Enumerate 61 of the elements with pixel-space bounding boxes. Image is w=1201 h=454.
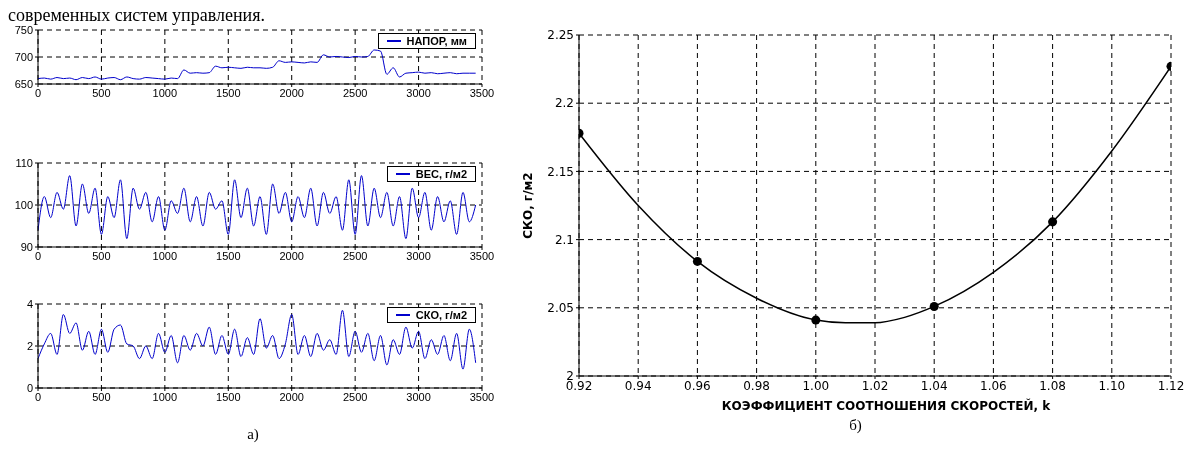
x-tick-label: 1.00 xyxy=(802,378,830,393)
x-tick-label: 1.04 xyxy=(920,378,948,393)
point xyxy=(1048,217,1058,227)
x-tick-label: 3500 xyxy=(469,390,495,403)
x-tick-label: 1.12 xyxy=(1157,378,1185,393)
y-tick-label: 2.05 xyxy=(547,301,574,316)
line-series xyxy=(38,309,477,370)
x-tick-label: 2000 xyxy=(279,390,304,403)
y-tick-label: 2.25 xyxy=(547,28,574,43)
x-tick-label: 1500 xyxy=(216,390,241,403)
x-tick-label: 500 xyxy=(92,390,111,403)
legend-label: СКО, г/м2 xyxy=(415,309,467,321)
x-tick-label: 1000 xyxy=(152,390,178,403)
legend-label: ВЕС, г/м2 xyxy=(415,168,467,180)
x-tick-label: 1.06 xyxy=(980,378,1007,393)
y-tick-label: 90 xyxy=(20,240,33,253)
x-tick-label: 2500 xyxy=(342,86,368,99)
x-tick-label: 2500 xyxy=(342,249,368,262)
y-tick-label: 2.2 xyxy=(554,96,574,111)
y-tick-label: 4 xyxy=(26,297,33,310)
x-tick-label: 1.08 xyxy=(1039,378,1066,393)
x-tick-label: 0 xyxy=(34,86,42,99)
y-tick-label: 100 xyxy=(14,198,33,211)
text: б) xyxy=(848,417,863,434)
x-tick-label: 0.96 xyxy=(684,378,711,393)
x-tick-label: 1.10 xyxy=(1098,378,1126,393)
point xyxy=(929,301,939,311)
y-tick-label: 750 xyxy=(14,23,33,36)
x-tick-label: 0 xyxy=(34,390,42,403)
x-tick-label: 1.02 xyxy=(861,378,889,393)
x-tick-label: 500 xyxy=(92,86,111,99)
x-tick-label: 0 xyxy=(34,249,42,262)
x-tick-label: 2000 xyxy=(279,86,304,99)
chart-title: современных систем управления. xyxy=(8,7,265,25)
x-tick-label: 3500 xyxy=(469,249,495,262)
x-tick-label: 0.94 xyxy=(624,378,652,393)
point xyxy=(811,315,821,325)
x-tick-label: 2500 xyxy=(342,390,368,403)
text: а) xyxy=(246,426,260,443)
legend-label: НАПОР, мм xyxy=(406,35,467,47)
x-tick-label: 1000 xyxy=(152,249,178,262)
x-tick-label: 0.98 xyxy=(743,378,770,393)
point xyxy=(692,256,702,266)
y-tick-label: 2.1 xyxy=(554,232,574,247)
x-tick-label: 1500 xyxy=(216,249,241,262)
x-tick-label: 3000 xyxy=(406,390,431,403)
y-tick-label: 650 xyxy=(14,77,33,90)
y-tick-label: 2 xyxy=(26,339,33,352)
y-tick-label: 110 xyxy=(15,156,33,169)
x-axis-title: КОЭФФИЦИЕНТ СООТНОШЕНИЯ СКОРОСТЕЙ, k xyxy=(720,399,1052,413)
x-tick-label: 1500 xyxy=(216,86,241,99)
y-tick-label: 700 xyxy=(14,50,33,63)
x-tick-label: 3000 xyxy=(406,249,431,262)
x-tick-label: 2000 xyxy=(279,249,304,262)
x-tick-label: 3000 xyxy=(406,86,431,99)
x-tick-label: 1000 xyxy=(152,86,178,99)
y-tick-label: 2.15 xyxy=(547,164,574,179)
x-tick-label: 3500 xyxy=(469,86,495,99)
y-axis-title: СКО, г/м2 xyxy=(521,172,536,239)
x-tick-label: 500 xyxy=(92,249,111,262)
line-series xyxy=(38,49,477,81)
